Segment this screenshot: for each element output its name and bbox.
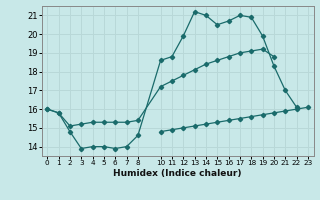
X-axis label: Humidex (Indice chaleur): Humidex (Indice chaleur) [113,169,242,178]
